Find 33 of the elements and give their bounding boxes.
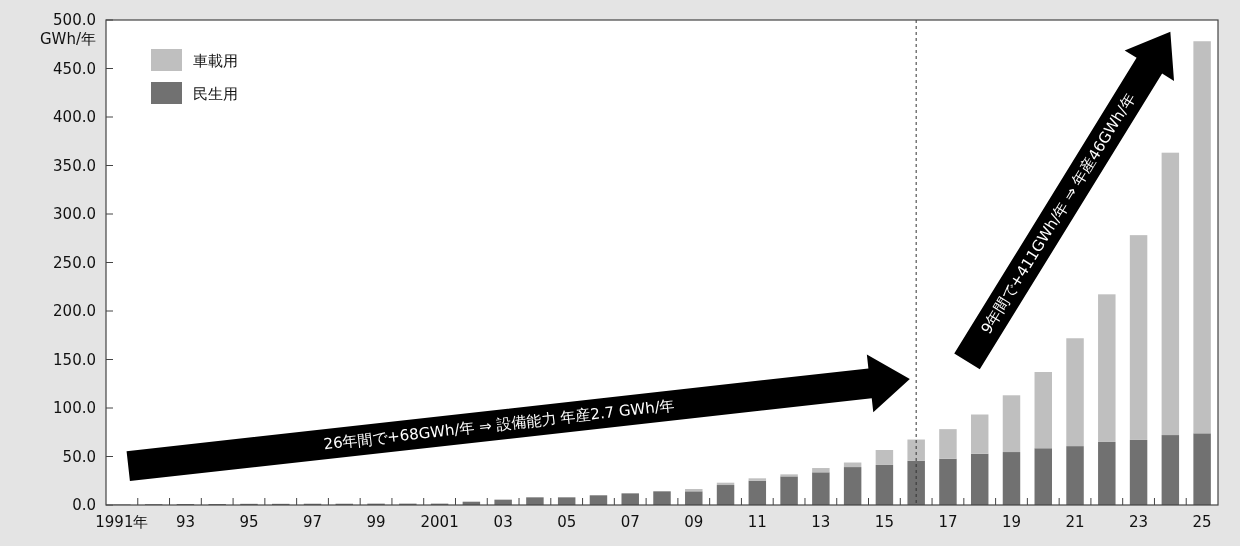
legend-label: 民生用 [193, 85, 238, 103]
x-tick-label: 09 [684, 513, 704, 531]
x-tick-label: 17 [938, 513, 958, 531]
x-tick-label: 07 [620, 513, 640, 531]
x-tick-label: 23 [1129, 513, 1149, 531]
x-tick-label: 13 [811, 513, 831, 531]
x-tick-label: 1991年 [95, 513, 149, 531]
x-tick-label: 97 [302, 513, 323, 531]
y-tick-label: 200.0 [53, 302, 96, 320]
x-tick-label: 93 [175, 513, 195, 531]
x-tick-label: 19 [1001, 513, 1022, 531]
x-tick-label: 15 [874, 513, 894, 531]
legend-label: 車載用 [193, 52, 238, 70]
x-tick-label: 05 [557, 513, 577, 531]
y-tick-label: 250.0 [53, 253, 96, 272]
y-tick-label: 100.0 [53, 399, 96, 417]
x-tick-label: 03 [493, 513, 513, 531]
x-tick-label: 11 [747, 513, 767, 531]
y-tick-label: 150.0 [53, 350, 96, 369]
annotation: 26年間で+68GWh/年 ⇒ 設備能力 年産2.7 GWh/年 [322, 396, 676, 454]
x-tick-label: 2001 [420, 513, 459, 531]
y-tick-label: 50.0 [62, 447, 96, 466]
x-tick-label: 99 [366, 513, 386, 531]
x-tick-label: 95 [239, 513, 259, 531]
y-tick-label: 400.0 [53, 108, 96, 126]
y-tick-label: 450.0 [53, 59, 96, 78]
y-tick-label: 0.0 [72, 496, 96, 514]
y-tick-label: 500.0 [53, 11, 96, 29]
y-tick-label: 300.0 [53, 205, 96, 223]
y-axis-title: GWh/年 [39, 30, 96, 48]
x-tick-label: 21 [1065, 513, 1085, 531]
x-tick-label: 25 [1192, 513, 1212, 531]
y-tick-label: 350.0 [53, 156, 96, 175]
